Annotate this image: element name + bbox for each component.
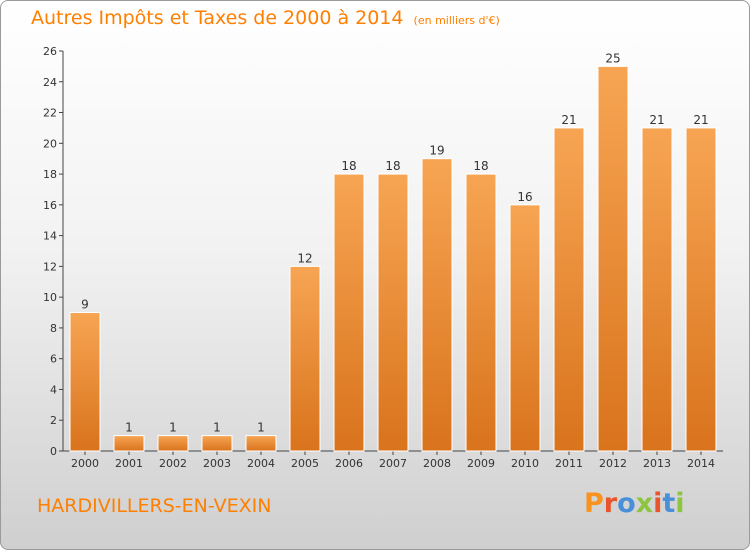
bar-2010 [509,204,541,452]
proxiti-logo: Proxiti [584,488,685,519]
bar-2013 [641,127,673,452]
x-tick-label-2001: 2001 [115,457,143,470]
bar-2008 [421,158,453,452]
bar-2002 [157,435,189,452]
y-tick-label: 20 [43,137,57,150]
bar-2000 [69,312,101,452]
y-tick-label: 6 [50,353,57,366]
bar-2011 [553,127,585,452]
y-tick-label: 10 [43,291,57,304]
data-label-2008: 19 [429,144,444,158]
logo-letter: x [635,488,654,519]
y-tick-label: 2 [50,414,57,427]
data-label-2004: 1 [257,421,265,435]
x-tick-label-2008: 2008 [423,457,451,470]
bar-2006 [333,173,365,452]
bar-2014 [685,127,717,452]
logo-letter: o [617,488,636,519]
x-tick-label-2000: 2000 [71,457,99,470]
x-tick-label-2011: 2011 [555,457,583,470]
data-label-2011: 21 [561,113,576,127]
x-tick-label-2002: 2002 [159,457,187,470]
logo-letter: i [653,488,663,519]
data-label-2000: 9 [81,298,89,312]
logo-letter: r [603,488,618,519]
data-label-2003: 1 [213,421,221,435]
data-label-2013: 21 [649,113,664,127]
data-label-2002: 1 [169,421,177,435]
y-tick-label: 12 [43,260,57,273]
data-label-2009: 18 [473,159,488,173]
commune-name: HARDIVILLERS-EN-VEXIN [37,495,272,517]
data-label-2010: 16 [517,190,532,204]
data-label-2001: 1 [125,421,133,435]
bar-2001 [113,435,145,452]
data-label-2014: 21 [693,113,708,127]
data-label-2012: 25 [605,51,620,65]
logo-letter: i [675,488,685,519]
x-tick-label-2005: 2005 [291,457,319,470]
data-label-2007: 18 [385,159,400,173]
bar-2003 [201,435,233,452]
bar-2012 [597,65,629,452]
x-tick-label-2013: 2013 [643,457,671,470]
data-label-2005: 12 [297,251,312,265]
logo-letter: t [662,488,676,519]
x-tick-label-2007: 2007 [379,457,407,470]
bar-2004 [245,435,277,452]
x-tick-label-2012: 2012 [599,457,627,470]
logo-letter: P [584,488,604,519]
chart-title-text: Autres Impôts et Taxes de 2000 à 2014 [31,7,404,29]
bar-2005 [289,265,321,452]
y-tick-label: 8 [50,322,57,335]
x-tick-label-2010: 2010 [511,457,539,470]
y-tick-label: 0 [50,445,57,458]
y-tick-label: 24 [43,76,57,89]
y-tick-label: 26 [43,45,57,58]
y-tick-label: 4 [50,383,57,396]
x-tick-label-2004: 2004 [247,457,275,470]
x-tick-label-2009: 2009 [467,457,495,470]
y-tick-label: 22 [43,107,57,120]
bar-2007 [377,173,409,452]
x-tick-label-2014: 2014 [687,457,715,470]
x-tick-label-2003: 2003 [203,457,231,470]
chart-title: Autres Impôts et Taxes de 2000 à 2014 (e… [31,7,500,29]
data-label-2006: 18 [341,159,356,173]
y-tick-label: 16 [43,199,57,212]
y-tick-label: 18 [43,168,57,181]
bar-2009 [465,173,497,452]
y-tick-label: 14 [43,230,57,243]
chart-unit-note: (en milliers d'€) [413,14,500,27]
x-tick-label-2006: 2006 [335,457,363,470]
